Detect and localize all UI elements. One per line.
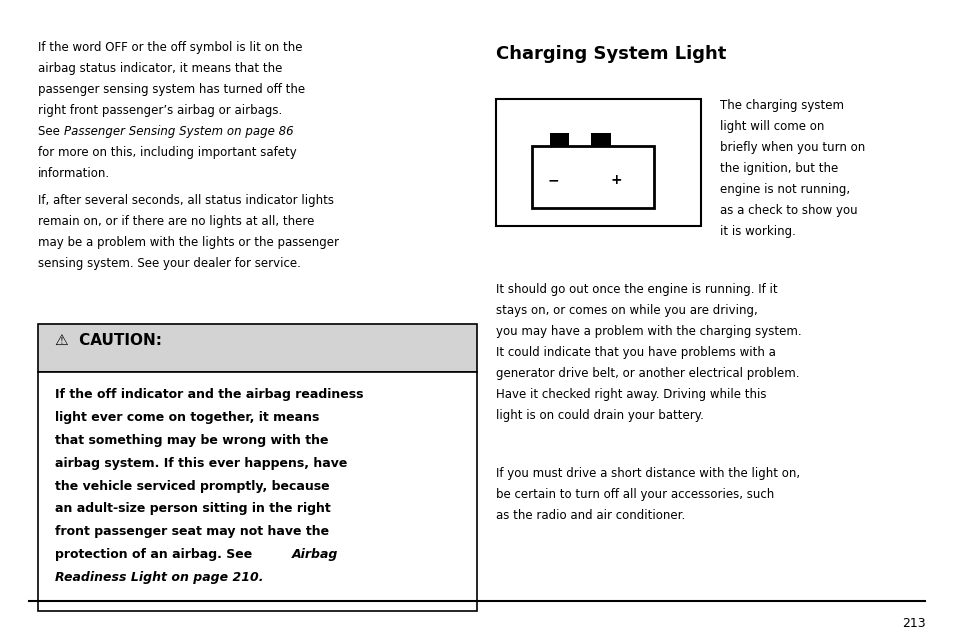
- Text: If you must drive a short distance with the light on,: If you must drive a short distance with …: [496, 467, 800, 480]
- Text: airbag status indicator, it means that the: airbag status indicator, it means that t…: [38, 62, 282, 75]
- Bar: [532, 146, 654, 208]
- Text: the ignition, but the: the ignition, but the: [720, 162, 838, 174]
- Text: engine is not running,: engine is not running,: [720, 183, 849, 195]
- Text: as a check to show you: as a check to show you: [720, 204, 857, 216]
- Text: the vehicle serviced promptly, because: the vehicle serviced promptly, because: [55, 480, 330, 492]
- Text: information.: information.: [38, 167, 111, 180]
- Text: passenger sensing system has turned off the: passenger sensing system has turned off …: [38, 83, 305, 96]
- Bar: [38, 324, 476, 372]
- Text: it is working.: it is working.: [720, 225, 796, 237]
- Text: as the radio and air conditioner.: as the radio and air conditioner.: [496, 509, 684, 522]
- Text: light is on could drain your battery.: light is on could drain your battery.: [496, 409, 703, 422]
- Text: that something may be wrong with the: that something may be wrong with the: [55, 434, 329, 446]
- Text: light will come on: light will come on: [720, 120, 823, 132]
- Text: generator drive belt, or another electrical problem.: generator drive belt, or another electri…: [496, 367, 799, 380]
- Bar: [38, 372, 476, 611]
- Text: front passenger seat may not have the: front passenger seat may not have the: [55, 525, 329, 538]
- Text: Readiness Light on page 210.: Readiness Light on page 210.: [55, 571, 264, 584]
- Text: briefly when you turn on: briefly when you turn on: [720, 141, 864, 153]
- Text: See: See: [38, 125, 64, 138]
- Bar: [496, 99, 700, 226]
- Bar: [549, 133, 568, 146]
- Text: If the off indicator and the airbag readiness: If the off indicator and the airbag read…: [55, 388, 363, 401]
- Text: The charging system: The charging system: [720, 99, 843, 111]
- Text: may be a problem with the lights or the passenger: may be a problem with the lights or the …: [38, 236, 339, 249]
- Text: If the word OFF or the off symbol is lit on the: If the word OFF or the off symbol is lit…: [38, 41, 302, 54]
- Text: 213: 213: [901, 617, 924, 630]
- Text: Have it checked right away. Driving while this: Have it checked right away. Driving whil…: [496, 388, 766, 401]
- Text: an adult-size person sitting in the right: an adult-size person sitting in the righ…: [55, 502, 331, 515]
- Text: −: −: [547, 173, 558, 187]
- Text: Airbag: Airbag: [292, 548, 338, 561]
- Text: Passenger Sensing System on page 86: Passenger Sensing System on page 86: [64, 125, 294, 138]
- Text: +: +: [610, 173, 621, 187]
- Text: It could indicate that you have problems with a: It could indicate that you have problems…: [496, 346, 775, 359]
- Text: remain on, or if there are no lights at all, there: remain on, or if there are no lights at …: [38, 215, 314, 228]
- Text: light ever come on together, it means: light ever come on together, it means: [55, 411, 319, 424]
- Text: stays on, or comes on while you are driving,: stays on, or comes on while you are driv…: [496, 304, 757, 317]
- Text: sensing system. See your dealer for service.: sensing system. See your dealer for serv…: [38, 257, 301, 270]
- Text: ⚠  CAUTION:: ⚠ CAUTION:: [55, 333, 162, 349]
- Text: right front passenger’s airbag or airbags.: right front passenger’s airbag or airbag…: [38, 104, 282, 117]
- Text: you may have a problem with the charging system.: you may have a problem with the charging…: [496, 325, 801, 338]
- Text: protection of an airbag. See: protection of an airbag. See: [55, 548, 256, 561]
- Text: It should go out once the engine is running. If it: It should go out once the engine is runn…: [496, 283, 777, 296]
- Text: be certain to turn off all your accessories, such: be certain to turn off all your accessor…: [496, 488, 774, 501]
- Text: If, after several seconds, all status indicator lights: If, after several seconds, all status in…: [38, 194, 334, 207]
- Text: for more on this, including important safety: for more on this, including important sa…: [38, 146, 296, 159]
- Bar: [591, 133, 610, 146]
- Text: airbag system. If this ever happens, have: airbag system. If this ever happens, hav…: [55, 457, 347, 469]
- Text: Charging System Light: Charging System Light: [496, 45, 725, 62]
